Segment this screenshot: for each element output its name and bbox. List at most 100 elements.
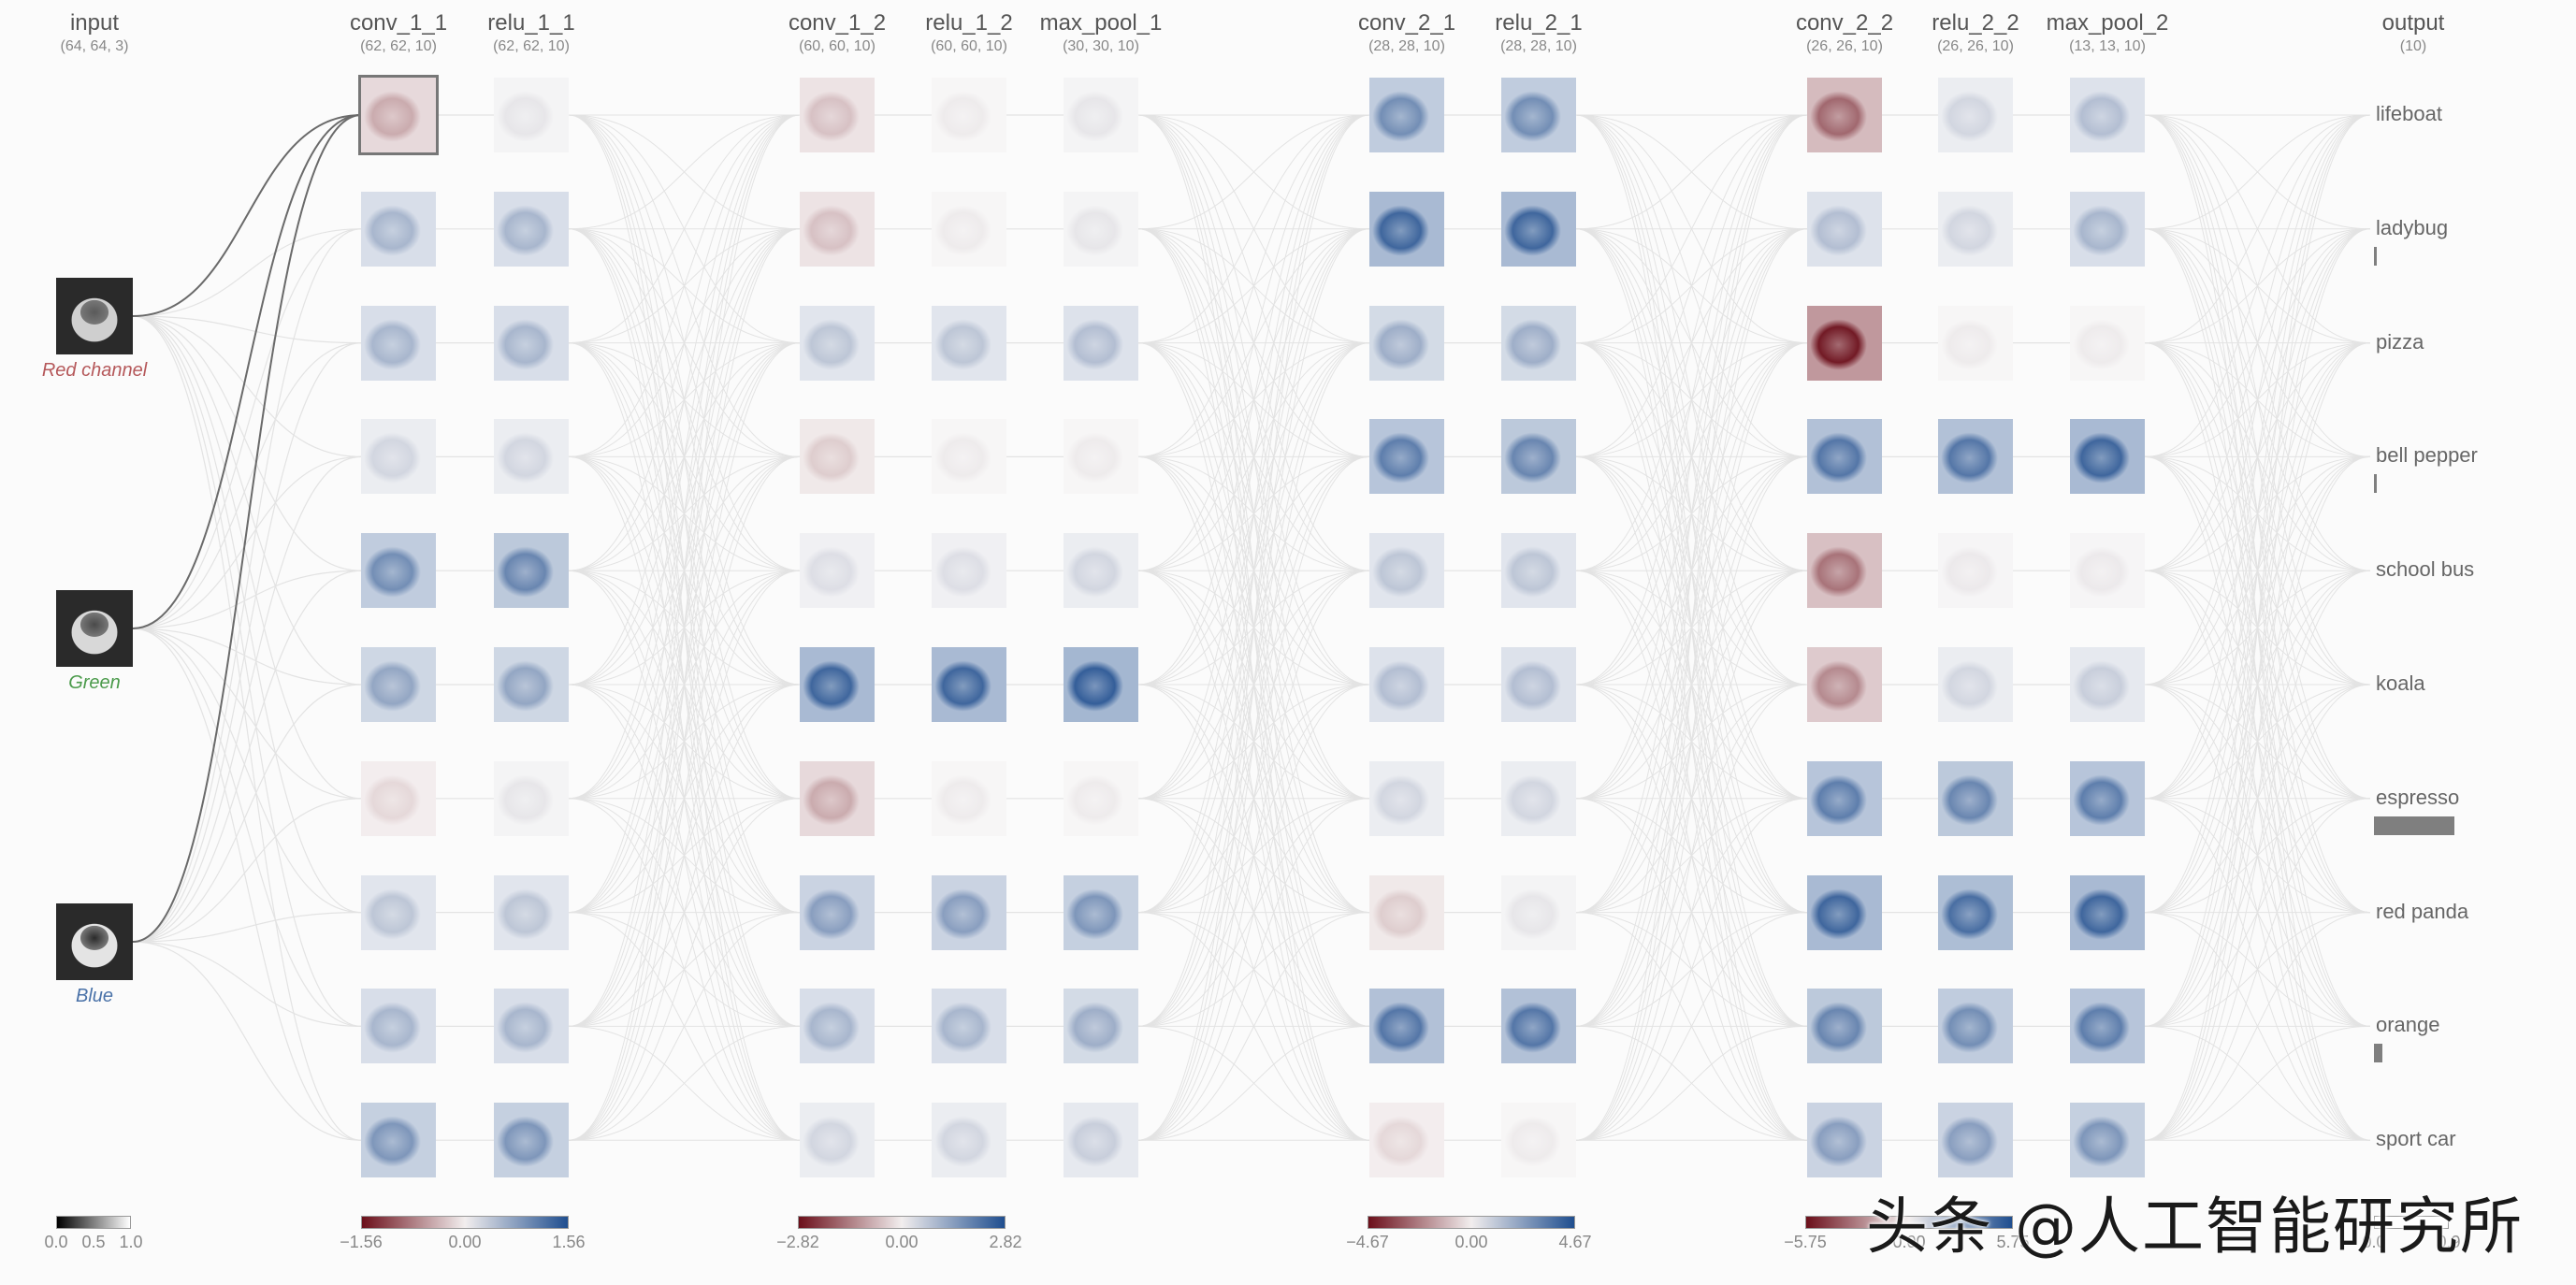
feature-map-relu_1_1[interactable]	[494, 1103, 569, 1178]
feature-map-relu_2_2[interactable]	[1938, 874, 2013, 950]
feature-map-conv_2_1[interactable]	[1369, 1103, 1444, 1178]
feature-map-relu_2_1[interactable]	[1501, 647, 1576, 722]
feature-map-conv_2_1[interactable]	[1369, 647, 1444, 722]
feature-map-conv_1_1[interactable]	[361, 533, 436, 609]
feature-map-max_pool_1[interactable]	[1064, 1103, 1138, 1178]
feature-map-max_pool_1[interactable]	[1064, 874, 1138, 950]
feature-map-conv_1_1[interactable]	[361, 647, 436, 722]
feature-map-conv_1_1[interactable]	[361, 191, 436, 267]
feature-map-relu_2_2[interactable]	[1938, 419, 2013, 495]
feature-map-relu_1_1[interactable]	[494, 989, 569, 1064]
feature-map-relu_2_1[interactable]	[1501, 874, 1576, 950]
output-class-label[interactable]: ladybug	[2376, 215, 2449, 239]
feature-map-conv_2_1[interactable]	[1369, 989, 1444, 1064]
feature-map-conv_1_2[interactable]	[800, 874, 875, 950]
feature-map-max_pool_1[interactable]	[1064, 191, 1138, 267]
feature-map-conv_2_2[interactable]	[1807, 647, 1882, 722]
feature-map-max_pool_1[interactable]	[1064, 419, 1138, 495]
feature-map-max_pool_1[interactable]	[1064, 989, 1138, 1064]
feature-map-conv_2_2[interactable]	[1807, 533, 1882, 609]
output-class-label[interactable]: lifeboat	[2376, 102, 2442, 125]
feature-map-max_pool_1[interactable]	[1064, 760, 1138, 836]
feature-map-conv_1_2[interactable]	[800, 78, 875, 152]
input-channel-image[interactable]	[56, 903, 133, 980]
feature-map-relu_1_2[interactable]	[932, 305, 1006, 381]
feature-map-max_pool_2[interactable]	[2070, 78, 2145, 152]
feature-map-max_pool_1[interactable]	[1064, 78, 1138, 152]
feature-map-conv_2_2[interactable]	[1807, 1103, 1882, 1178]
feature-map-conv_2_1[interactable]	[1369, 78, 1444, 152]
feature-map-conv_2_1[interactable]	[1369, 191, 1444, 267]
feature-map-relu_1_2[interactable]	[932, 874, 1006, 950]
feature-map-conv_2_2[interactable]	[1807, 191, 1882, 267]
feature-map-conv_1_2[interactable]	[800, 191, 875, 267]
feature-map-conv_1_2[interactable]	[800, 647, 875, 722]
feature-map-conv_1_2[interactable]	[800, 533, 875, 609]
feature-map-conv_2_2[interactable]	[1807, 305, 1882, 381]
feature-map-relu_1_2[interactable]	[932, 647, 1006, 722]
feature-map-relu_2_2[interactable]	[1938, 533, 2013, 609]
feature-map-max_pool_1[interactable]	[1064, 305, 1138, 381]
feature-map-conv_1_1[interactable]	[361, 305, 436, 381]
feature-map-relu_2_1[interactable]	[1501, 78, 1576, 152]
feature-map-conv_2_1[interactable]	[1369, 419, 1444, 495]
feature-map-conv_2_2[interactable]	[1807, 874, 1882, 950]
output-class-label[interactable]: pizza	[2376, 329, 2424, 354]
feature-map-conv_2_2[interactable]	[1807, 78, 1882, 152]
output-class-label[interactable]: koala	[2376, 671, 2425, 695]
feature-map-relu_2_2[interactable]	[1938, 647, 2013, 722]
feature-map-conv_2_2[interactable]	[1807, 760, 1882, 836]
feature-map-conv_2_1[interactable]	[1369, 533, 1444, 609]
output-class-label[interactable]: espresso	[2376, 785, 2460, 809]
feature-map-relu_1_1[interactable]	[494, 533, 569, 609]
feature-map-max_pool_2[interactable]	[2070, 419, 2145, 495]
feature-map-conv_1_1[interactable]	[358, 75, 439, 155]
feature-map-max_pool_2[interactable]	[2070, 191, 2145, 267]
feature-map-relu_1_2[interactable]	[932, 989, 1006, 1064]
feature-map-relu_2_1[interactable]	[1501, 1103, 1576, 1178]
feature-map-relu_1_1[interactable]	[494, 191, 569, 267]
feature-map-relu_2_2[interactable]	[1938, 989, 2013, 1064]
feature-map-conv_1_2[interactable]	[800, 1103, 875, 1178]
feature-map-relu_1_1[interactable]	[494, 760, 569, 836]
feature-map-conv_1_1[interactable]	[361, 1103, 436, 1178]
output-class-label[interactable]: orange	[2376, 1013, 2440, 1037]
feature-map-relu_1_2[interactable]	[932, 1103, 1006, 1178]
feature-map-relu_2_1[interactable]	[1501, 989, 1576, 1064]
feature-map-conv_1_2[interactable]	[800, 760, 875, 836]
feature-map-max_pool_2[interactable]	[2070, 533, 2145, 609]
feature-map-relu_1_2[interactable]	[932, 78, 1006, 152]
feature-map-conv_2_1[interactable]	[1369, 874, 1444, 950]
output-class-label[interactable]: school bus	[2376, 557, 2475, 582]
feature-map-relu_1_1[interactable]	[494, 305, 569, 381]
feature-map-max_pool_2[interactable]	[2070, 305, 2145, 381]
feature-map-max_pool_2[interactable]	[2070, 1103, 2145, 1178]
feature-map-conv_1_1[interactable]	[361, 419, 436, 495]
feature-map-relu_1_2[interactable]	[932, 419, 1006, 495]
feature-map-conv_1_1[interactable]	[361, 874, 436, 950]
feature-map-relu_1_1[interactable]	[494, 874, 569, 950]
feature-map-max_pool_2[interactable]	[2070, 760, 2145, 836]
feature-map-relu_1_2[interactable]	[932, 760, 1006, 836]
feature-map-conv_2_1[interactable]	[1369, 305, 1444, 381]
feature-map-conv_1_1[interactable]	[361, 989, 436, 1064]
feature-map-relu_1_1[interactable]	[494, 647, 569, 722]
feature-map-max_pool_2[interactable]	[2070, 989, 2145, 1064]
output-class-label[interactable]: bell pepper	[2376, 443, 2478, 468]
feature-map-conv_2_1[interactable]	[1369, 760, 1444, 836]
feature-map-relu_2_2[interactable]	[1938, 191, 2013, 267]
feature-map-relu_2_1[interactable]	[1501, 419, 1576, 495]
feature-map-conv_2_2[interactable]	[1807, 989, 1882, 1064]
feature-map-conv_1_1[interactable]	[361, 760, 436, 836]
feature-map-max_pool_2[interactable]	[2070, 874, 2145, 950]
feature-map-max_pool_1[interactable]	[1064, 647, 1138, 722]
feature-map-max_pool_1[interactable]	[1064, 533, 1138, 609]
feature-map-relu_1_1[interactable]	[494, 78, 569, 152]
feature-map-relu_2_2[interactable]	[1938, 305, 2013, 381]
feature-map-relu_1_2[interactable]	[932, 533, 1006, 609]
feature-map-relu_1_2[interactable]	[932, 191, 1006, 267]
feature-map-relu_2_1[interactable]	[1501, 760, 1576, 836]
input-channel-image[interactable]	[56, 278, 133, 354]
input-channel-image[interactable]	[56, 590, 133, 667]
feature-map-conv_2_2[interactable]	[1807, 419, 1882, 495]
